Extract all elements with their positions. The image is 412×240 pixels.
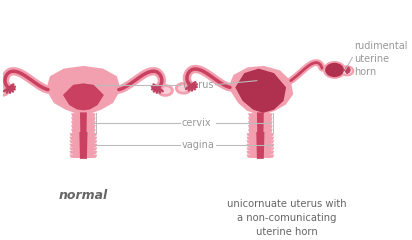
Text: uterus: uterus: [182, 80, 213, 90]
Polygon shape: [70, 151, 97, 154]
Polygon shape: [72, 133, 95, 158]
Polygon shape: [70, 147, 97, 151]
Polygon shape: [248, 117, 273, 121]
Polygon shape: [246, 155, 274, 158]
Polygon shape: [71, 117, 96, 121]
Ellipse shape: [158, 86, 173, 96]
Polygon shape: [70, 155, 97, 158]
Polygon shape: [246, 137, 274, 140]
Polygon shape: [246, 140, 274, 144]
Polygon shape: [257, 112, 264, 134]
Polygon shape: [256, 132, 265, 159]
Text: vagina: vagina: [182, 140, 215, 150]
Polygon shape: [248, 129, 273, 133]
Text: cervix: cervix: [182, 118, 211, 128]
Polygon shape: [246, 133, 274, 136]
Polygon shape: [71, 125, 96, 129]
Polygon shape: [70, 137, 97, 140]
Polygon shape: [246, 151, 274, 154]
Ellipse shape: [176, 83, 191, 93]
Polygon shape: [80, 132, 87, 159]
Polygon shape: [70, 144, 97, 147]
Polygon shape: [228, 66, 293, 114]
Polygon shape: [249, 133, 272, 158]
Polygon shape: [63, 83, 104, 110]
Polygon shape: [71, 113, 96, 117]
Polygon shape: [71, 129, 96, 133]
Polygon shape: [80, 112, 87, 134]
Polygon shape: [246, 144, 274, 147]
Ellipse shape: [341, 66, 353, 75]
Polygon shape: [250, 113, 270, 133]
Polygon shape: [235, 69, 286, 113]
Polygon shape: [71, 121, 96, 125]
Polygon shape: [70, 133, 97, 136]
Ellipse shape: [323, 61, 346, 79]
Polygon shape: [46, 66, 121, 114]
Polygon shape: [246, 147, 274, 151]
Polygon shape: [70, 140, 97, 144]
Ellipse shape: [325, 63, 344, 77]
Polygon shape: [248, 121, 273, 125]
Polygon shape: [248, 125, 273, 129]
Polygon shape: [74, 113, 93, 133]
Text: normal: normal: [59, 189, 108, 202]
Text: unicornuate uterus with
a non-comunicating
uterine horn: unicornuate uterus with a non-comunicati…: [227, 199, 347, 237]
Polygon shape: [248, 113, 273, 117]
Text: rudimental
uterine
horn: rudimental uterine horn: [354, 41, 408, 78]
Ellipse shape: [0, 86, 9, 96]
